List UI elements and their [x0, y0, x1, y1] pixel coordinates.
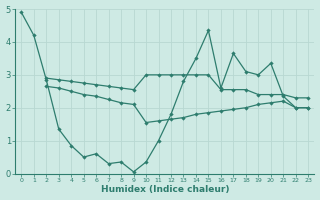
X-axis label: Humidex (Indice chaleur): Humidex (Indice chaleur): [100, 185, 229, 194]
